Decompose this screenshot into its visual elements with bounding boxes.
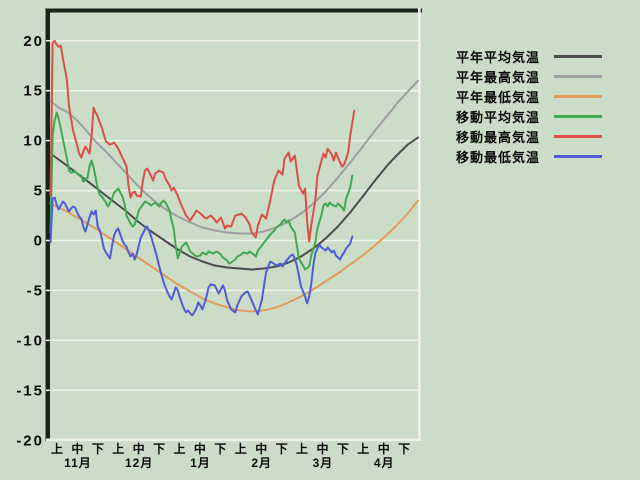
legend-line-swatch <box>554 114 602 118</box>
legend-item: 平年平均気温 <box>456 46 602 66</box>
month-label: 11月 <box>64 456 92 470</box>
plot-frame-top <box>45 8 422 13</box>
x-tick-label: 中 <box>378 441 391 456</box>
x-tick-label: 下 <box>276 442 289 456</box>
x-tick-label: 下 <box>92 442 105 456</box>
legend-label: 移動平均気温 <box>456 109 541 125</box>
series-line-5 <box>49 196 354 317</box>
legend-label: 移動最高気温 <box>456 129 541 145</box>
y-tick-label: 0 <box>34 233 44 250</box>
series-line-4 <box>49 39 356 243</box>
legend-line-swatch <box>554 134 602 138</box>
legend-label: 平年最高気温 <box>456 69 541 85</box>
legend-line-swatch <box>554 74 602 78</box>
chart-legend: 平年平均気温 平年最高気温 平年最低気温 移動平均気温 移動最高気温 移動最低気… <box>456 46 602 166</box>
series-line-0 <box>49 136 419 271</box>
x-tick-label: 中 <box>316 441 329 456</box>
y-tick-label: -5 <box>27 282 44 299</box>
plot-frame-right <box>418 8 421 441</box>
month-label: 3月 <box>313 456 334 470</box>
x-tick-label: 下 <box>214 442 227 456</box>
legend-label: 移動最低気温 <box>456 149 541 165</box>
legend-item: 移動最低気温 <box>456 146 602 166</box>
legend-item: 平年最低気温 <box>456 86 602 106</box>
x-tick-label: 上 <box>235 441 248 456</box>
frame-highlight <box>45 8 46 441</box>
month-label: 12月 <box>125 456 153 470</box>
month-label: 1月 <box>190 456 211 470</box>
x-tick-label: 下 <box>337 442 350 456</box>
x-tick-label: 中 <box>255 441 268 456</box>
legend-line-swatch <box>554 154 602 158</box>
y-tick-label: -15 <box>16 382 44 399</box>
month-label: 2月 <box>251 456 272 470</box>
series-line-3 <box>49 111 354 271</box>
legend-item: 移動最高気温 <box>456 126 602 146</box>
x-tick-label: 上 <box>174 441 187 456</box>
x-tick-label: 中 <box>71 441 84 456</box>
series-line-1 <box>49 79 419 235</box>
y-tick-label: 20 <box>23 33 44 50</box>
y-tick-label: -20 <box>16 432 44 449</box>
x-tick-label: 下 <box>153 442 166 456</box>
y-axis-line <box>45 8 50 441</box>
x-axis-line <box>46 438 421 442</box>
y-tick-label: 5 <box>34 183 44 200</box>
x-tick-label: 上 <box>357 441 370 456</box>
y-tick-label: 15 <box>23 83 44 100</box>
x-tick-label: 上 <box>296 441 309 456</box>
legend-label: 平年最低気温 <box>456 89 541 105</box>
x-tick-label: 上 <box>51 441 64 456</box>
x-tick-label: 下 <box>398 442 411 456</box>
legend-item: 移動平均気温 <box>456 106 602 126</box>
x-tick-label: 中 <box>133 441 146 456</box>
frame-highlight <box>45 8 422 9</box>
legend-label: 平年平均気温 <box>456 49 541 65</box>
legend-line-swatch <box>554 54 602 58</box>
month-label: 4月 <box>374 456 395 470</box>
y-tick-label: 10 <box>23 133 44 150</box>
legend-item: 平年最高気温 <box>456 66 602 86</box>
legend-line-swatch <box>554 94 602 98</box>
x-tick-label: 上 <box>112 441 125 456</box>
y-tick-label: -10 <box>16 332 44 349</box>
x-tick-label: 中 <box>194 441 207 456</box>
